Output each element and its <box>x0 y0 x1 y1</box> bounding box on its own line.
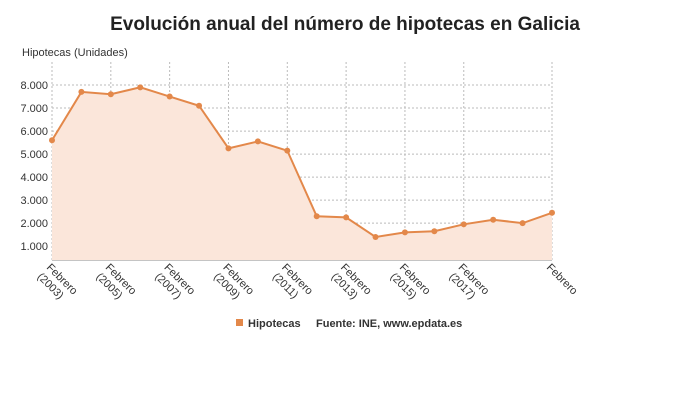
point <box>490 216 497 223</box>
x-tick-label: Febrero <box>544 262 580 298</box>
point <box>549 209 555 216</box>
x-tick-label: Febrero(2003) <box>35 262 80 307</box>
point <box>225 145 232 152</box>
point <box>49 137 55 144</box>
x-tick-label: Febrero(2009) <box>211 262 256 307</box>
chart-title: Evolución anual del número de hipotecas … <box>110 14 580 35</box>
y-axis-title: Hipotecas (Unidades) <box>22 47 128 59</box>
source: Fuente: INE, www.epdata.es <box>316 318 462 330</box>
y-tick-label: 2.000 <box>20 218 48 230</box>
point <box>196 102 203 109</box>
point <box>431 228 438 235</box>
y-tick-label: 5.000 <box>20 149 48 161</box>
point <box>78 88 85 95</box>
point <box>107 91 114 98</box>
point <box>401 229 408 236</box>
point <box>254 138 261 145</box>
legend-label: Hipotecas <box>248 318 301 330</box>
legend-swatch <box>236 319 243 326</box>
point <box>372 233 379 240</box>
y-tick-label: 3.000 <box>20 195 48 207</box>
x-tick-label: Febrero(2017) <box>446 262 491 307</box>
x-tick-label: Febrero(2011) <box>270 262 315 307</box>
area <box>52 87 552 260</box>
line <box>51 86 553 239</box>
y-tick-label: 6.000 <box>20 126 48 138</box>
x-tick-label: Febrero(2015) <box>388 262 433 307</box>
x-tick-label: Febrero(2007) <box>152 262 197 307</box>
point <box>137 84 144 91</box>
point <box>284 147 291 154</box>
point <box>166 93 173 100</box>
point <box>313 213 320 220</box>
x-tick-label: Febrero(2013) <box>329 262 374 307</box>
y-tick-label: 4.000 <box>20 172 48 184</box>
x-tick-label: Febrero(2005) <box>94 262 139 307</box>
point <box>460 221 467 228</box>
point <box>519 220 526 227</box>
y-tick-label: 8.000 <box>20 80 48 92</box>
y-tick-label: 7.000 <box>20 103 48 115</box>
y-tick-label: 1.000 <box>20 241 48 253</box>
point <box>343 214 350 221</box>
